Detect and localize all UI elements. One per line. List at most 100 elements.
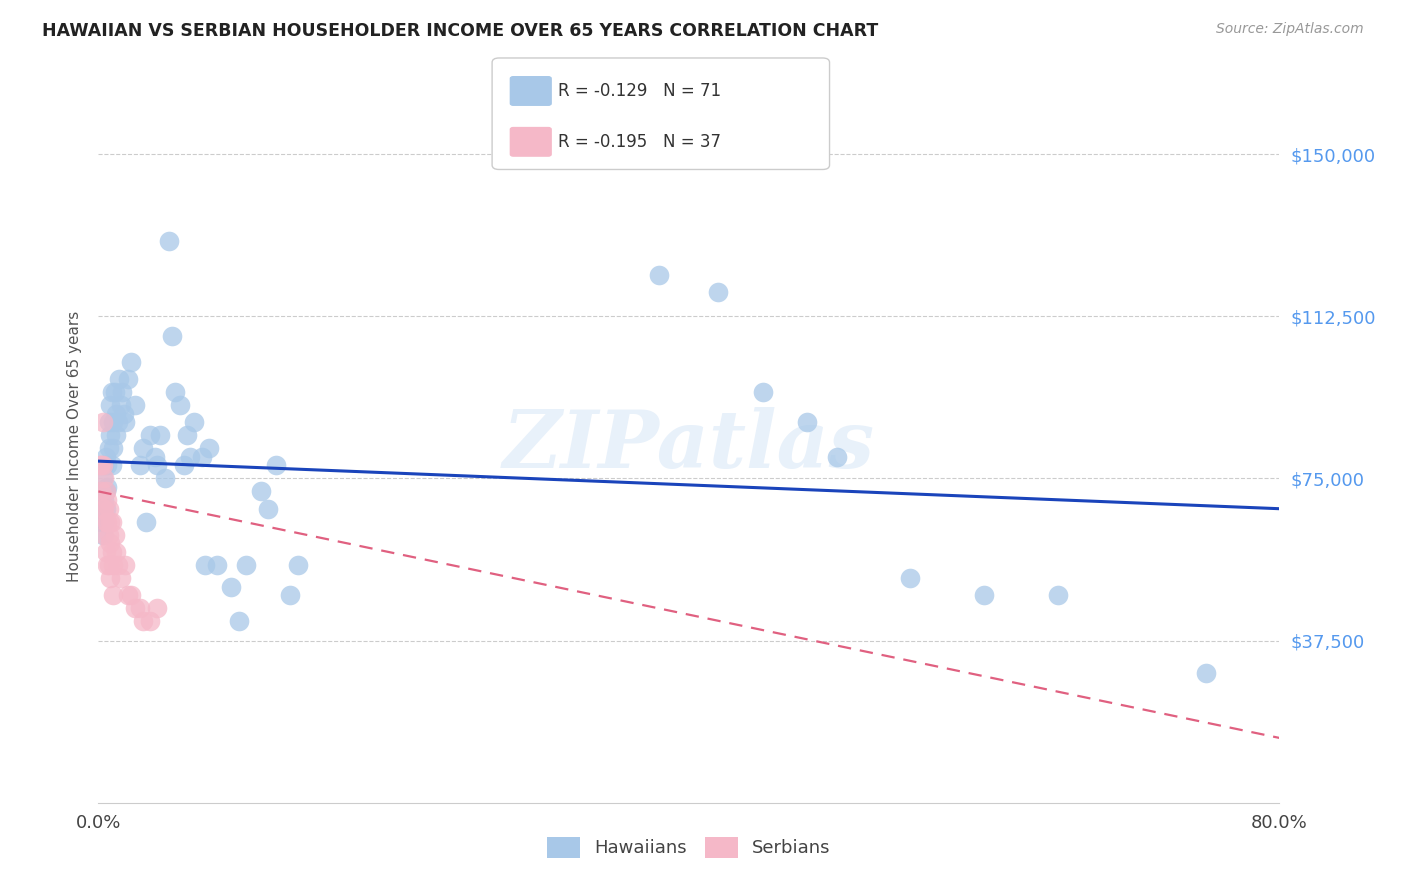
Point: [105, 428, 128, 442]
Point: [973, 588, 995, 602]
Point: [149, 428, 172, 442]
Point: [93, 471, 115, 485]
Point: [176, 428, 198, 442]
Point: [97, 527, 120, 541]
Point: [825, 450, 848, 464]
Point: [91, 501, 114, 516]
Point: [112, 407, 135, 421]
Point: [100, 545, 122, 559]
Point: [105, 545, 128, 559]
Point: [183, 415, 205, 429]
Point: [108, 372, 131, 386]
Point: [107, 558, 129, 572]
Point: [139, 614, 162, 628]
Point: [100, 384, 122, 399]
Point: [1195, 666, 1218, 681]
Point: [179, 450, 201, 464]
Point: [104, 527, 127, 541]
Point: [97, 415, 120, 429]
Point: [97, 501, 120, 516]
Point: [103, 558, 125, 572]
Point: [89, 501, 111, 516]
Point: [221, 580, 243, 594]
Point: [205, 558, 228, 572]
Point: [235, 558, 257, 572]
Point: [173, 458, 195, 473]
Point: [98, 515, 121, 529]
Point: [194, 558, 217, 572]
Point: [287, 558, 309, 572]
Point: [94, 545, 117, 559]
Point: [264, 458, 287, 473]
Point: [107, 415, 129, 429]
Y-axis label: Householder Income Over 65 years: Householder Income Over 65 years: [67, 310, 83, 582]
Point: [91, 415, 114, 429]
Point: [93, 515, 115, 529]
Point: [139, 428, 162, 442]
Point: [94, 450, 117, 464]
Point: [103, 441, 125, 455]
Point: [91, 458, 114, 473]
Point: [96, 515, 118, 529]
Text: Source: ZipAtlas.com: Source: ZipAtlas.com: [1216, 22, 1364, 37]
Point: [94, 484, 117, 499]
Point: [128, 458, 150, 473]
Point: [105, 407, 128, 421]
Point: [96, 558, 118, 572]
Point: [90, 484, 112, 499]
Point: [97, 558, 120, 572]
Point: [796, 415, 818, 429]
Point: [191, 450, 214, 464]
Point: [228, 614, 250, 628]
Point: [93, 527, 115, 541]
Point: [165, 384, 187, 399]
Point: [91, 527, 114, 541]
Point: [94, 515, 117, 529]
Point: [94, 501, 117, 516]
Point: [111, 384, 134, 399]
Point: [103, 415, 125, 429]
Point: [250, 484, 273, 499]
Point: [120, 588, 142, 602]
Text: R = -0.195   N = 37: R = -0.195 N = 37: [558, 133, 721, 151]
Point: [146, 601, 169, 615]
Point: [94, 484, 117, 499]
Point: [198, 441, 221, 455]
Point: [135, 515, 157, 529]
Point: [169, 398, 191, 412]
Point: [93, 501, 115, 516]
Point: [124, 398, 146, 412]
Point: [90, 515, 112, 529]
Point: [143, 450, 166, 464]
Point: [1046, 588, 1070, 602]
Point: [90, 484, 112, 499]
Point: [91, 471, 114, 485]
Point: [117, 588, 139, 602]
Point: [257, 501, 280, 516]
Text: ZIPatlas: ZIPatlas: [503, 408, 875, 484]
Point: [103, 588, 125, 602]
Point: [96, 493, 118, 508]
Point: [100, 458, 122, 473]
Point: [96, 480, 118, 494]
Point: [162, 328, 183, 343]
Point: [98, 428, 121, 442]
Point: [96, 458, 118, 473]
Legend: Hawaiians, Serbians: Hawaiians, Serbians: [540, 830, 838, 865]
Point: [128, 601, 150, 615]
Point: [120, 354, 142, 368]
Point: [648, 268, 671, 282]
Point: [132, 614, 155, 628]
Point: [90, 458, 112, 473]
Point: [110, 571, 132, 585]
Text: R = -0.129   N = 71: R = -0.129 N = 71: [558, 82, 721, 100]
Point: [132, 441, 155, 455]
Point: [146, 458, 169, 473]
Point: [900, 571, 922, 585]
Point: [98, 398, 121, 412]
Point: [91, 501, 114, 516]
Point: [280, 588, 302, 602]
Point: [98, 536, 121, 550]
Point: [98, 571, 121, 585]
Text: HAWAIIAN VS SERBIAN HOUSEHOLDER INCOME OVER 65 YEARS CORRELATION CHART: HAWAIIAN VS SERBIAN HOUSEHOLDER INCOME O…: [42, 22, 879, 40]
